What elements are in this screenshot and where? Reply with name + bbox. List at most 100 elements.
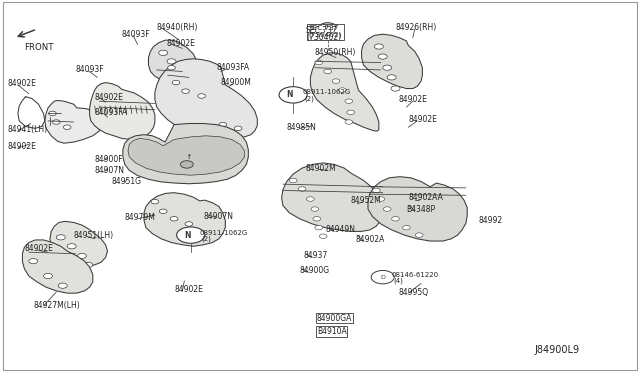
Circle shape (324, 69, 332, 74)
Text: (2): (2) (202, 235, 211, 242)
Circle shape (159, 209, 167, 214)
Circle shape (374, 44, 383, 49)
Circle shape (323, 25, 332, 31)
Circle shape (315, 60, 323, 65)
Text: 84902A: 84902A (355, 235, 385, 244)
Circle shape (319, 23, 337, 33)
Polygon shape (45, 100, 101, 143)
Circle shape (403, 225, 410, 230)
Polygon shape (310, 53, 379, 131)
Text: 84995Q: 84995Q (398, 288, 428, 296)
Circle shape (378, 54, 387, 59)
Text: 84902E: 84902E (408, 115, 437, 124)
Text: N: N (287, 90, 293, 99)
Circle shape (159, 50, 168, 55)
Circle shape (167, 59, 176, 64)
Circle shape (185, 222, 193, 226)
Circle shape (289, 178, 297, 183)
Text: J84900L9: J84900L9 (534, 346, 580, 355)
Circle shape (151, 199, 159, 204)
Text: (730402): (730402) (306, 33, 341, 42)
Circle shape (52, 120, 60, 124)
Polygon shape (123, 124, 248, 184)
Text: 84093F: 84093F (76, 65, 104, 74)
Circle shape (383, 207, 391, 211)
Text: 84902E: 84902E (174, 285, 203, 294)
Text: (4): (4) (394, 277, 403, 284)
Text: 84902E: 84902E (95, 93, 124, 102)
Text: B4348P: B4348P (406, 205, 436, 214)
Circle shape (332, 79, 340, 83)
Polygon shape (368, 177, 467, 241)
Text: 84900M: 84900M (221, 78, 252, 87)
Text: 84907N: 84907N (204, 212, 234, 221)
Polygon shape (22, 240, 93, 293)
Circle shape (298, 187, 306, 191)
Circle shape (56, 235, 65, 240)
Circle shape (383, 65, 392, 70)
Text: 84907N: 84907N (95, 166, 125, 175)
Circle shape (219, 122, 227, 127)
Polygon shape (148, 40, 198, 84)
Circle shape (67, 244, 76, 249)
Circle shape (177, 227, 205, 243)
Text: 84900GA: 84900GA (317, 314, 352, 323)
Text: 84093FA: 84093FA (216, 63, 250, 72)
Text: 84985N: 84985N (287, 123, 317, 132)
Circle shape (371, 270, 394, 284)
Circle shape (377, 197, 385, 201)
Circle shape (168, 65, 175, 70)
Circle shape (84, 262, 93, 267)
Polygon shape (50, 221, 108, 266)
Circle shape (198, 94, 205, 98)
Text: 84979M: 84979M (125, 213, 156, 222)
Circle shape (415, 233, 423, 237)
Text: N: N (184, 231, 191, 240)
Text: 84900F: 84900F (95, 155, 124, 164)
Circle shape (180, 161, 193, 168)
Circle shape (170, 217, 178, 221)
Circle shape (347, 110, 355, 115)
Text: 84950(RH): 84950(RH) (315, 48, 356, 57)
Circle shape (345, 120, 353, 124)
Circle shape (172, 80, 180, 85)
Text: 84900G: 84900G (300, 266, 330, 275)
Circle shape (279, 87, 307, 103)
Text: 84951(LH): 84951(LH) (74, 231, 114, 240)
Circle shape (313, 217, 321, 221)
Circle shape (44, 273, 52, 279)
Polygon shape (155, 59, 257, 138)
Text: 84902E: 84902E (166, 39, 195, 48)
Circle shape (182, 89, 189, 93)
Text: 84093FA: 84093FA (95, 108, 128, 117)
Circle shape (234, 126, 242, 131)
Text: 84902E: 84902E (24, 244, 53, 253)
Polygon shape (128, 136, 244, 175)
Circle shape (77, 253, 86, 259)
Text: 08146-61220: 08146-61220 (392, 272, 439, 278)
Text: SEC.737
(730402): SEC.737 (730402) (308, 25, 342, 38)
Circle shape (63, 125, 71, 129)
Text: 84902E: 84902E (8, 142, 36, 151)
Polygon shape (362, 34, 422, 89)
Text: (2): (2) (304, 95, 314, 102)
Text: 84093F: 84093F (122, 30, 150, 39)
Text: 84902AA: 84902AA (408, 193, 443, 202)
Circle shape (58, 283, 67, 288)
Text: B4910A: B4910A (317, 327, 346, 336)
Circle shape (372, 188, 380, 193)
Polygon shape (144, 193, 225, 246)
Circle shape (29, 259, 38, 264)
Text: 08911-1062G: 08911-1062G (200, 230, 248, 235)
Circle shape (391, 86, 400, 91)
Circle shape (173, 69, 182, 74)
Circle shape (392, 217, 399, 221)
Text: 84902E: 84902E (8, 79, 36, 88)
Circle shape (311, 207, 319, 211)
Text: FRONT: FRONT (24, 43, 54, 52)
Circle shape (49, 111, 56, 116)
Circle shape (339, 88, 346, 92)
Text: f: f (188, 154, 190, 160)
Text: 84926(RH): 84926(RH) (396, 23, 436, 32)
Text: 84941(LH): 84941(LH) (8, 125, 48, 134)
